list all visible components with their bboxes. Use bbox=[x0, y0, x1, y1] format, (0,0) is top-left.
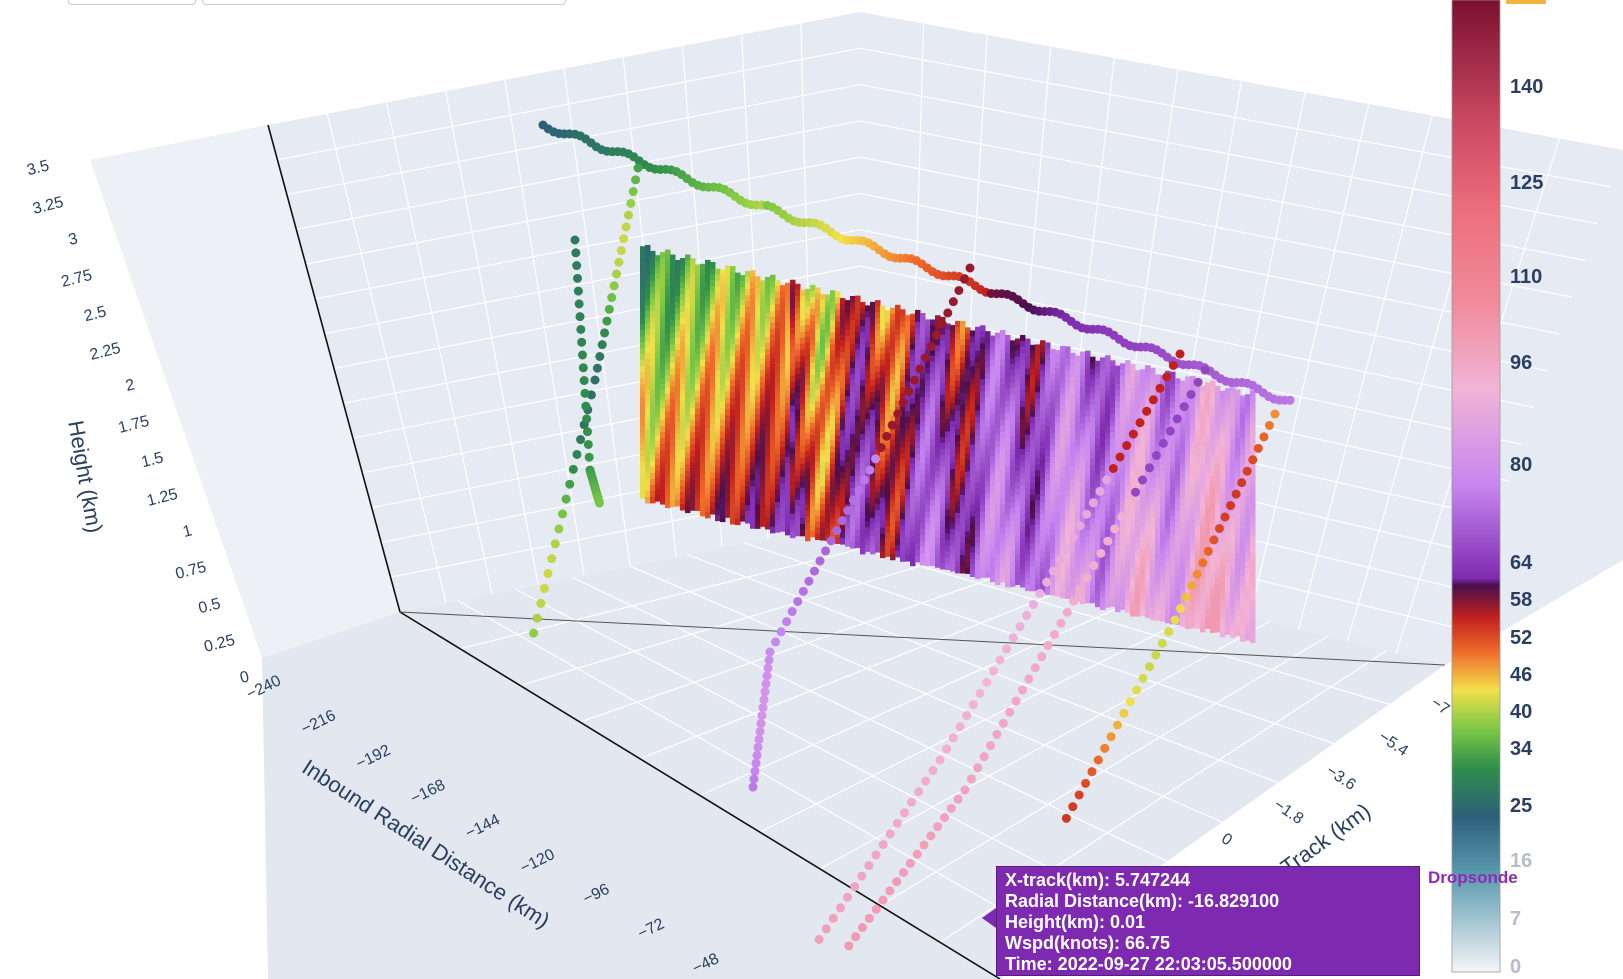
dropsonde-4 bbox=[844, 365, 1210, 951]
colorbar-ticks: 140 125 110 96 80 64 58 52 46 40 34 25 16 7 0 bbox=[1510, 76, 1543, 978]
colorbar-tick: 25 bbox=[1510, 795, 1532, 817]
colorbar-tick: 110 bbox=[1510, 266, 1542, 288]
colorbar-tick: 0 bbox=[1510, 956, 1521, 978]
colorbar-tick: 16 bbox=[1510, 850, 1532, 872]
tooltip-arrow bbox=[982, 908, 996, 928]
colorbar-tick: 58 bbox=[1510, 589, 1532, 611]
colorbar-tick: 125 bbox=[1510, 172, 1543, 194]
z-tick: 1.75 bbox=[117, 413, 151, 437]
z-axis-ticks: 00.25 0.5 0.75 11.25 1.5 1.75 22.25 2.5 2.75 33.2… bbox=[25, 157, 251, 687]
z-tick: 0.75 bbox=[174, 559, 208, 583]
y-tick: −5.4 bbox=[1375, 728, 1411, 760]
axis-frame bbox=[267, 124, 1446, 979]
dropsonde-3 bbox=[814, 349, 1185, 944]
colorbar-tick: 96 bbox=[1510, 352, 1532, 374]
colorbar-tick: 64 bbox=[1510, 552, 1533, 574]
colorbar-tick: 7 bbox=[1510, 908, 1521, 930]
y-tick: 0 bbox=[1218, 830, 1235, 849]
dropsonde-2 bbox=[748, 263, 975, 792]
tooltip-height: Height(km): 0.01 bbox=[1005, 912, 1146, 932]
y-tick: −1.8 bbox=[1271, 796, 1307, 828]
tooltip-radial: Radial Distance(km): -16.829100 bbox=[1005, 891, 1280, 911]
z-tick: 2 bbox=[124, 376, 137, 395]
hover-tooltip: X-track(km): 5.747244 Radial Distance(km… bbox=[996, 866, 1420, 976]
z-axis-label: Height (km) bbox=[63, 419, 107, 535]
z-tick: 1.25 bbox=[145, 486, 179, 510]
tooltip-wspd: Wspd(knots): 66.75 bbox=[1005, 933, 1171, 953]
z-tick: 3.5 bbox=[25, 157, 51, 179]
tooltip-trace-name: Dropsonde bbox=[1428, 868, 1518, 887]
tooltip-xtrack: X-track(km): 5.747244 bbox=[1005, 870, 1191, 890]
colorbar-tick: 46 bbox=[1510, 664, 1532, 686]
z-tick: 3.25 bbox=[31, 194, 65, 218]
dropsonde-traces bbox=[529, 163, 1280, 951]
z-tick: 3 bbox=[67, 230, 80, 249]
z-tick: 1.5 bbox=[140, 449, 166, 471]
dropsonde-1 bbox=[529, 163, 643, 638]
y-tick: −3.6 bbox=[1323, 762, 1359, 794]
front-left-wall bbox=[90, 125, 400, 658]
z-tick: 0 bbox=[238, 668, 251, 687]
tooltip-time: Time: 2022-09-27 22:03:05.500000 bbox=[1005, 954, 1292, 974]
z-tick: 2.75 bbox=[59, 267, 93, 291]
dropsonde-6 bbox=[570, 235, 604, 508]
toolbar-dropdown-wide[interactable] bbox=[202, 0, 566, 5]
toolbar-dropdown-small[interactable] bbox=[68, 0, 196, 5]
colorbar-tick: 80 bbox=[1510, 454, 1532, 476]
z-tick: 2.25 bbox=[88, 340, 122, 364]
z-tick: 2.5 bbox=[82, 303, 108, 325]
colorbar bbox=[1451, 0, 1501, 973]
colorbar-tick: 34 bbox=[1510, 738, 1533, 760]
colorbar-top-tab bbox=[1506, 0, 1546, 4]
y-tick: −7 bbox=[1428, 694, 1453, 718]
colorbar-tick: 40 bbox=[1510, 701, 1532, 723]
z-tick: 1 bbox=[181, 522, 194, 541]
floor bbox=[262, 520, 1445, 979]
z-tick: 0.25 bbox=[202, 632, 236, 656]
z-tick: 0.5 bbox=[197, 595, 223, 617]
radar-curtain bbox=[640, 244, 1256, 643]
colorbar-tick: 140 bbox=[1510, 76, 1543, 98]
dropsonde-5 bbox=[1061, 409, 1280, 823]
colorbar-tick: 52 bbox=[1510, 627, 1532, 649]
